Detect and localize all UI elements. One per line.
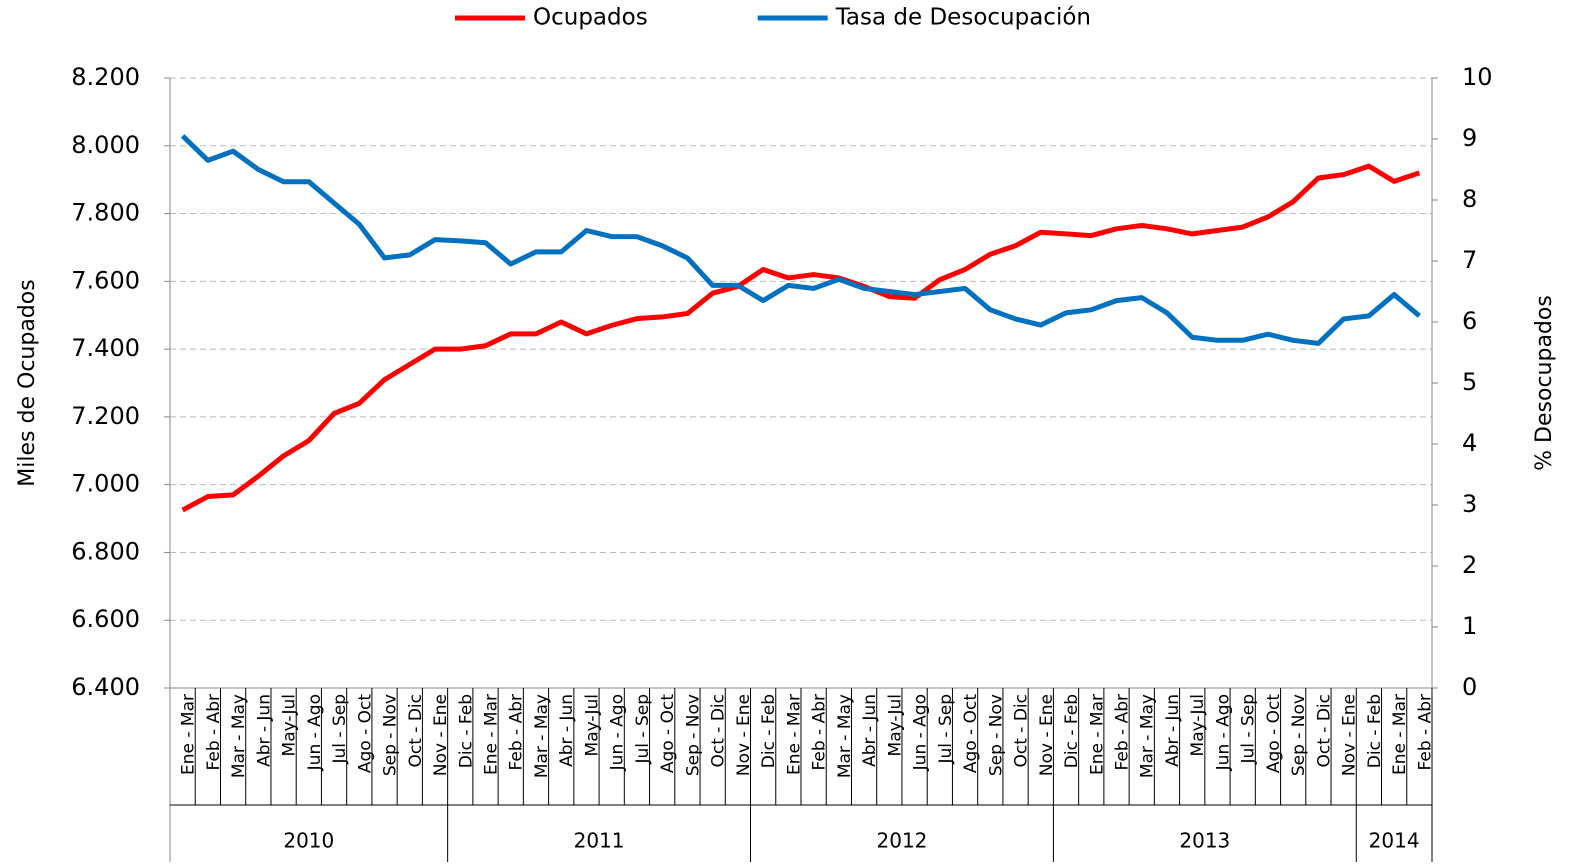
x-tick-label: Jul - Sep (633, 694, 653, 765)
x-tick-label: Sep - Nov (683, 694, 703, 776)
x-tick-label: Jul - Sep (936, 694, 956, 765)
x-tick-label: Oct - Dic (1314, 694, 1334, 768)
y-tick-label: 8.200 (71, 63, 140, 91)
x-tick-label: Abr - Jun (557, 694, 577, 767)
x-tick-label: Mar - May (835, 694, 855, 778)
x-tick-label: May-Jul (582, 694, 602, 756)
x-tick-label: Mar - May (532, 694, 552, 778)
x-tick-label: Sep - Nov (986, 694, 1006, 776)
y2-axis-title: % Desocupados (1532, 295, 1557, 471)
x-tick-label: Ene - Mar (482, 694, 502, 775)
y-tick-label: 6.600 (71, 605, 140, 633)
year-label: 2012 (877, 829, 928, 853)
x-tick-label: Jun - Ago (305, 694, 325, 771)
y2-tick-label: 10 (1462, 63, 1493, 91)
y-tick-label: 7.000 (71, 470, 140, 498)
year-label: 2011 (574, 829, 625, 853)
y-tick-label: 6.800 (71, 537, 140, 565)
x-tick-label: Oct - Dic (709, 694, 729, 768)
x-tick-label: Oct - Dic (1012, 694, 1032, 768)
x-tick-label: Oct - Dic (406, 694, 426, 768)
x-tick-label: Feb - Abr (1415, 694, 1435, 770)
x-tick-label: Jun - Ago (911, 694, 931, 771)
y2-tick-label: 7 (1462, 246, 1477, 274)
x-tick-label: May-Jul (885, 694, 905, 756)
x-tick-label: Feb - Abr (507, 694, 527, 770)
x-tick-label: Ene - Mar (179, 694, 199, 775)
x-tick-label: Jun - Ago (1213, 694, 1233, 771)
y-tick-label: 7.800 (71, 199, 140, 227)
x-tick-label: Dic - Feb (1062, 694, 1082, 768)
x-tick-label: Mar - May (229, 694, 249, 778)
x-tick-label: Ene - Mar (1087, 694, 1107, 775)
x-tick-label: Abr - Jun (1163, 694, 1183, 767)
y-tick-label: 8.000 (71, 131, 140, 159)
y-tick-label: 7.600 (71, 266, 140, 294)
year-label: 2010 (283, 829, 334, 853)
y2-tick-label: 1 (1462, 612, 1477, 640)
year-label: 2014 (1369, 829, 1420, 853)
x-tick-label: Nov - Ene (431, 694, 451, 776)
x-tick-label: Nov - Ene (734, 694, 754, 776)
x-tick-label: Ago - Oct (961, 694, 981, 773)
x-tick-label: Ene - Mar (784, 694, 804, 775)
x-tick-label: Sep - Nov (1289, 694, 1309, 776)
y-tick-label: 7.400 (71, 334, 140, 362)
x-tick-label: Ago - Oct (1264, 694, 1284, 773)
x-tick-label: Dic - Feb (1365, 694, 1385, 768)
series-line (180, 134, 1421, 346)
x-tick-label: Feb - Abr (1113, 694, 1133, 770)
x-tick-label: Sep - Nov (381, 694, 401, 776)
y2-tick-label: 6 (1462, 307, 1477, 335)
x-tick-label: Feb - Abr (810, 694, 830, 770)
x-tick-label: Feb - Abr (204, 694, 224, 770)
y2-tick-label: 4 (1462, 429, 1477, 457)
y2-tick-label: 0 (1462, 673, 1477, 701)
x-tick-label: Jul - Sep (1239, 694, 1259, 765)
x-tick-label: Dic - Feb (759, 694, 779, 768)
x-tick-label: Abr - Jun (860, 694, 880, 767)
legend-label: Ocupados (533, 5, 648, 31)
y2-tick-label: 9 (1462, 124, 1477, 152)
x-tick-label: Nov - Ene (1037, 694, 1057, 776)
x-tick-label: Nov - Ene (1340, 694, 1360, 776)
x-tick-label: Jul - Sep (330, 694, 350, 765)
x-tick-label: Abr - Jun (254, 694, 274, 767)
x-tick-label: May-Jul (1188, 694, 1208, 756)
y2-tick-label: 5 (1462, 368, 1477, 396)
series-line (181, 163, 1421, 513)
x-tick-label: Jun - Ago (608, 694, 628, 771)
y-axis-title: Miles de Ocupados (15, 279, 40, 486)
year-label: 2013 (1179, 829, 1230, 853)
y2-tick-label: 2 (1462, 551, 1477, 579)
x-tick-label: Ago - Oct (355, 694, 375, 773)
y2-tick-label: 8 (1462, 185, 1477, 213)
x-tick-label: Mar - May (1138, 694, 1158, 778)
y2-tick-label: 3 (1462, 490, 1477, 518)
y-tick-label: 7.200 (71, 402, 140, 430)
x-tick-label: Ene - Mar (1390, 694, 1410, 775)
y-tick-label: 6.400 (71, 673, 140, 701)
x-tick-label: Ago - Oct (658, 694, 678, 773)
x-tick-label: Dic - Feb (456, 694, 476, 768)
x-tick-label: May-Jul (280, 694, 300, 756)
legend-label: Tasa de Desocupación (835, 5, 1091, 31)
